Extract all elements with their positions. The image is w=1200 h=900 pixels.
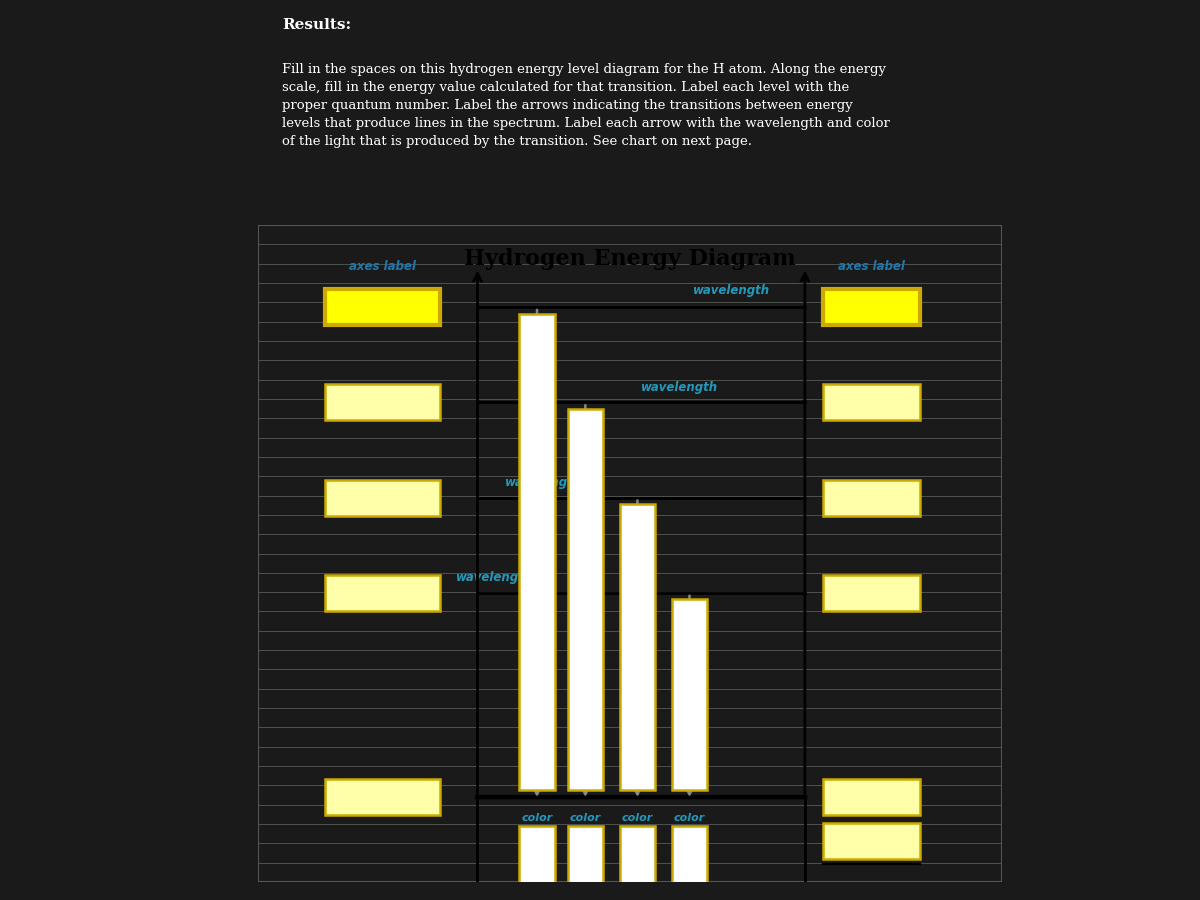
Text: Hydrogen Energy Diagram: Hydrogen Energy Diagram	[464, 248, 796, 270]
Bar	[619, 504, 655, 790]
Bar	[823, 823, 920, 859]
Bar	[568, 826, 604, 888]
Bar	[520, 826, 554, 888]
Text: wavelength: wavelength	[504, 476, 582, 489]
Bar	[325, 778, 440, 814]
Bar	[325, 384, 440, 420]
Bar	[520, 314, 554, 790]
Text: axes label: axes label	[349, 259, 416, 273]
Text: wavelength: wavelength	[694, 284, 770, 297]
Bar	[823, 778, 920, 814]
Text: wavelength: wavelength	[641, 381, 719, 394]
Bar	[823, 480, 920, 516]
Bar	[568, 409, 604, 790]
Text: color: color	[521, 813, 553, 823]
Text: axes label: axes label	[839, 259, 905, 273]
Bar	[823, 575, 920, 611]
Text: color: color	[570, 813, 601, 823]
Bar	[619, 826, 655, 888]
Text: wavelength: wavelength	[456, 572, 533, 584]
Bar	[672, 599, 707, 790]
Text: Fill in the spaces on this hydrogen energy level diagram for the H atom. Along t: Fill in the spaces on this hydrogen ener…	[282, 63, 890, 148]
Text: color: color	[622, 813, 653, 823]
Bar	[325, 480, 440, 516]
Bar	[325, 575, 440, 611]
Bar	[823, 289, 920, 325]
Bar	[325, 289, 440, 325]
Text: color: color	[674, 813, 706, 823]
Text: Results:: Results:	[282, 18, 352, 32]
Bar	[672, 826, 707, 888]
Bar	[823, 384, 920, 420]
